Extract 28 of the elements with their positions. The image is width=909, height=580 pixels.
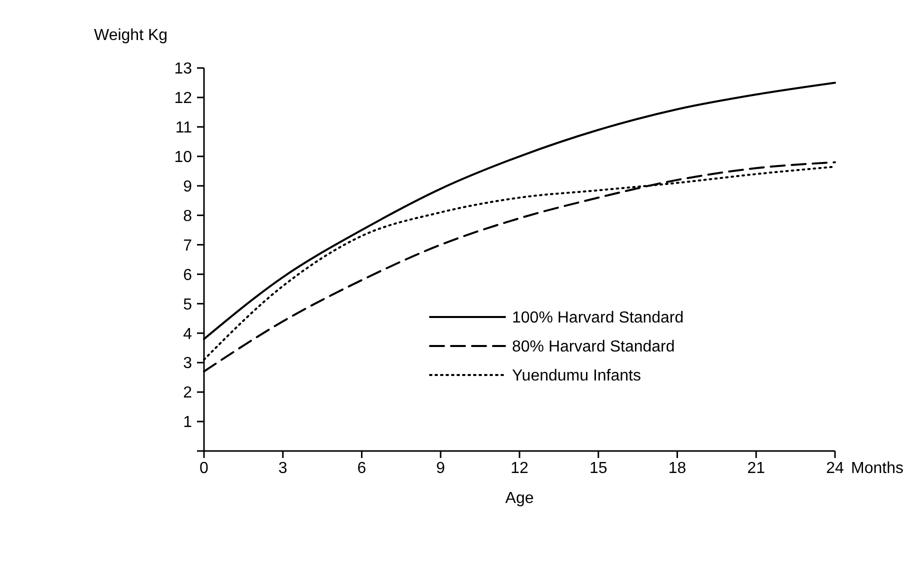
y-tick-label: 1 xyxy=(183,414,192,432)
x-tick-label: 6 xyxy=(357,460,366,477)
legend-label: 100% Harvard Standard xyxy=(512,310,684,327)
x-tick-label: 9 xyxy=(436,460,446,477)
x-tick-label: 0 xyxy=(200,460,209,477)
y-tick-label: 10 xyxy=(174,148,192,166)
y-tick-label: 4 xyxy=(183,326,192,343)
y-tick-label: 11 xyxy=(175,120,192,137)
x-tick-label: 21 xyxy=(747,460,766,477)
y-tick-label: 8 xyxy=(183,208,192,225)
x-tick-label: 3 xyxy=(278,460,288,477)
y-tick-label: 5 xyxy=(183,296,192,314)
x-tick-label: 18 xyxy=(668,460,686,477)
y-tick-label: 9 xyxy=(183,178,192,196)
y-tick-label: 6 xyxy=(183,266,192,284)
text: Months xyxy=(851,460,904,477)
y-axis-title: Weight Kg xyxy=(94,27,168,44)
x-tick-label: 12 xyxy=(510,460,528,477)
x-axis-title: Age xyxy=(505,490,534,507)
y-tick-label: 12 xyxy=(174,90,192,108)
legend-label: Yuendumu Infants xyxy=(512,368,641,385)
y-tick-label: 7 xyxy=(183,237,192,254)
y-tick-label: 2 xyxy=(183,384,192,402)
y-tick-label: 3 xyxy=(183,355,192,372)
x-tick-label: 15 xyxy=(589,460,608,477)
legend-label: 80% Harvard Standard xyxy=(512,338,675,356)
x-tick-label: 24 xyxy=(826,460,844,477)
y-tick-label: 13 xyxy=(174,60,192,78)
